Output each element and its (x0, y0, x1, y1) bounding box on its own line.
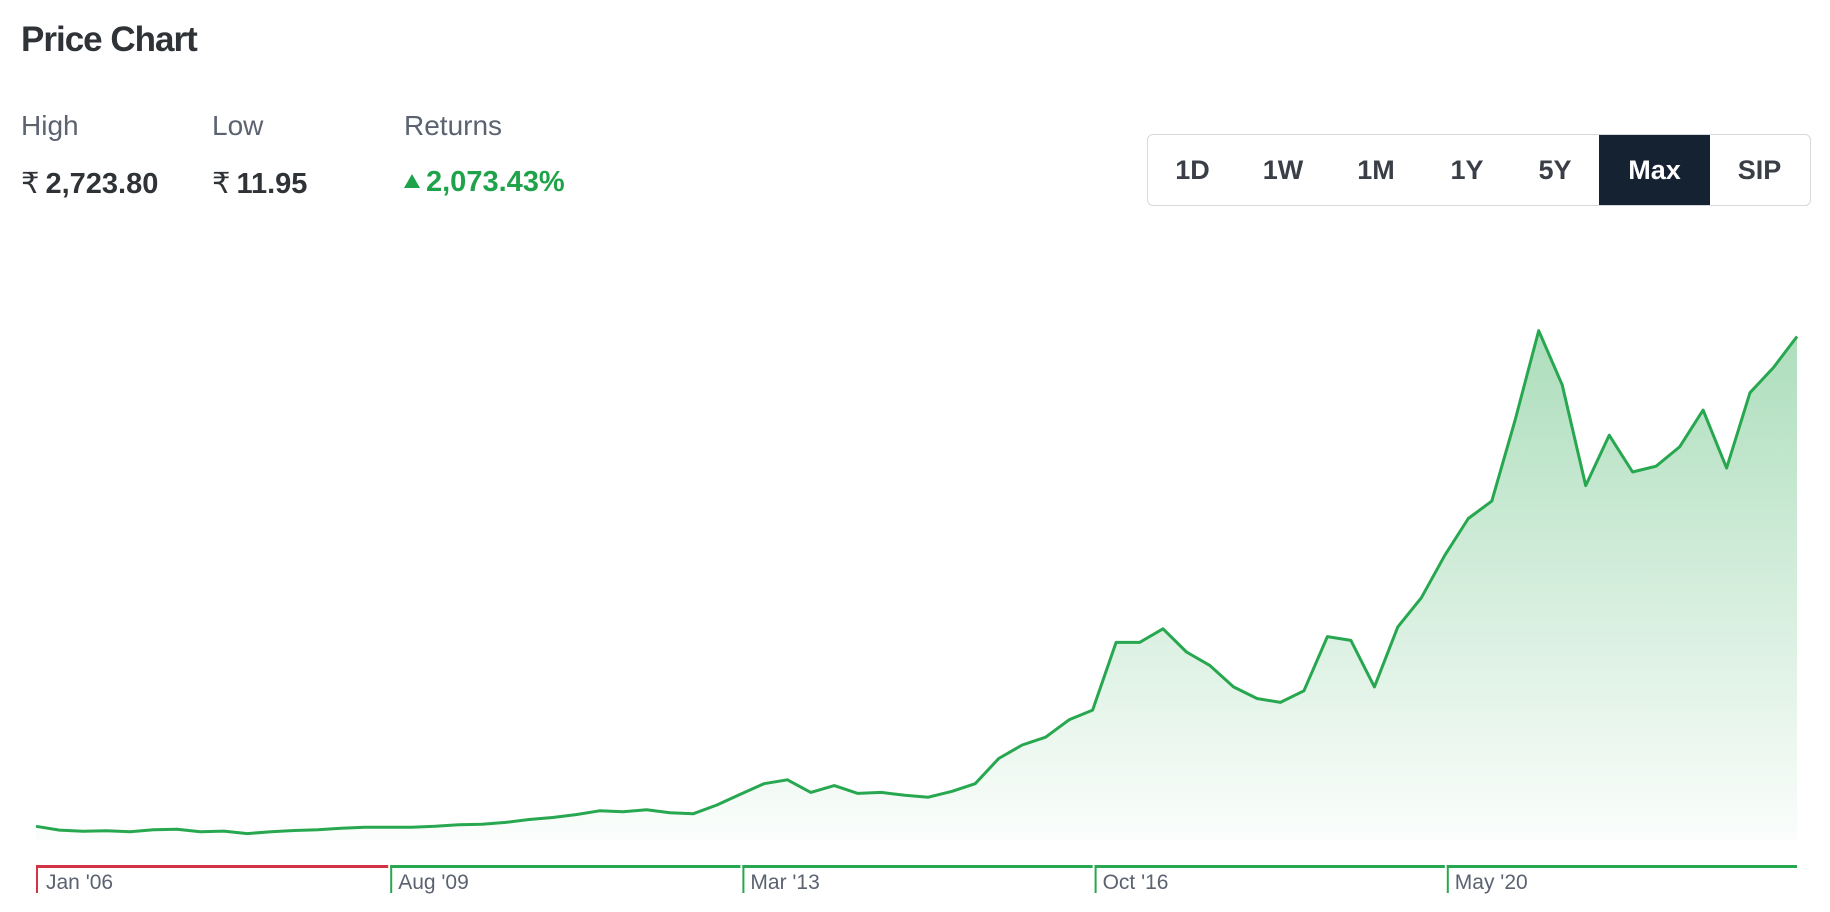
returns-amount: 2,073.43% (426, 166, 565, 198)
range-button-1d[interactable]: 1D (1175, 154, 1210, 185)
stat-low: Low ₹11.95 (212, 110, 307, 201)
range-button-5y[interactable]: 5Y (1538, 154, 1572, 185)
x-tick-label: Mar '13 (750, 871, 819, 894)
timeline-segment (742, 865, 1093, 868)
stat-low-label: Low (212, 110, 264, 141)
timeline-tick (1094, 865, 1097, 893)
rupee-symbol: ₹ (212, 168, 231, 200)
low-amount: 11.95 (236, 168, 308, 200)
stat-low-value: ₹11.95 (212, 166, 307, 201)
timeline-segment (390, 865, 741, 868)
timeline-tick (742, 865, 745, 893)
timeline-segment (1094, 865, 1445, 868)
x-tick-label: Oct '16 (1103, 871, 1169, 894)
stat-returns-value: 2,073.43% (404, 166, 565, 199)
price-series-line (35, 329, 1799, 836)
range-button-1y[interactable]: 1Y (1450, 154, 1484, 185)
stat-high-label: High (21, 110, 79, 141)
stat-returns-label: Returns (404, 110, 503, 141)
timeline-tick (36, 865, 38, 893)
stat-returns: Returns 2,073.43% (404, 110, 565, 199)
x-tick-label: Jan '06 (46, 871, 113, 894)
stat-high-value: ₹2,723.80 (21, 166, 158, 201)
high-amount: 2,723.80 (45, 168, 159, 200)
rupee-symbol: ₹ (21, 168, 40, 200)
x-tick-label: Aug '09 (398, 871, 469, 894)
timeline-tick (1446, 865, 1449, 893)
timeline-segment (36, 865, 389, 868)
range-button-sip[interactable]: SIP (1737, 154, 1782, 185)
triangle-up-icon (404, 174, 420, 188)
range-button-1m[interactable]: 1M (1357, 154, 1395, 185)
stat-high: High ₹2,723.80 (21, 110, 158, 201)
page-title: Price Chart (21, 20, 198, 59)
time-range-selector: 1D 1W 1M 1Y 5Y Max SIP (1147, 134, 1811, 206)
range-button-max[interactable]: Max (1599, 135, 1710, 205)
range-button-1w[interactable]: 1W (1262, 154, 1304, 185)
timeline-tick (390, 865, 393, 893)
price-area-chart: Jan '06 Aug '09 Mar '13 Oct '16 May '20 (35, 329, 1799, 894)
price-area-fill (36, 330, 1797, 840)
timeline-segment (1446, 865, 1797, 868)
x-tick-label: May '20 (1455, 871, 1528, 894)
